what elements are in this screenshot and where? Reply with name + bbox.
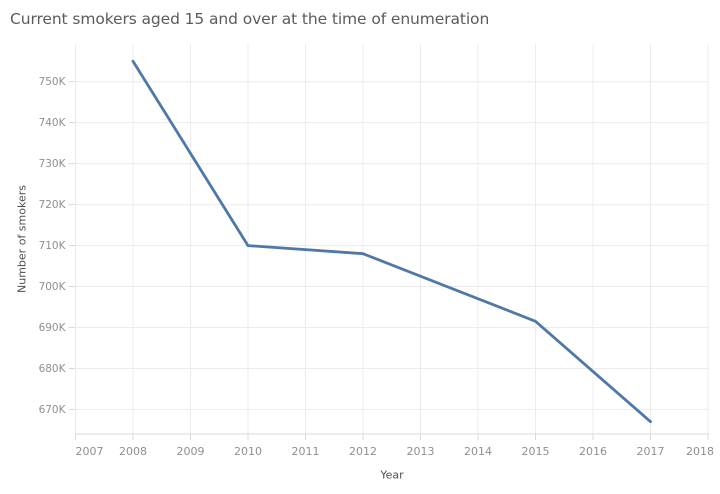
x-tick-label: 2014: [464, 445, 492, 458]
data-line: [131, 59, 652, 424]
y-tick-label: 720K: [39, 199, 67, 211]
x-tick-label: 2013: [407, 445, 435, 458]
y-tick-label: 710K: [39, 240, 67, 252]
y-tick-label: 740K: [39, 117, 67, 129]
y-tick-label: 680K: [39, 363, 67, 375]
y-tick-label: 730K: [39, 158, 67, 170]
y-axis-title: Number of smokers: [15, 185, 29, 293]
x-tick-label: 2015: [522, 445, 550, 458]
x-tick-label: 2017: [637, 445, 665, 458]
y-tick-label: 750K: [39, 76, 67, 88]
x-tick-label: 2016: [579, 445, 607, 458]
y-tick-label: 690K: [39, 322, 67, 334]
y-tick-label: 670K: [39, 404, 67, 416]
x-tick-label: 2012: [349, 445, 377, 458]
chart-title: Current smokers aged 15 and over at the …: [10, 10, 490, 28]
x-tick-label: 2011: [292, 445, 320, 458]
x-tick-label: 2007: [76, 445, 104, 458]
x-tick-label: 2008: [119, 445, 147, 458]
x-axis-title: Year: [380, 468, 404, 482]
y-tick-label: 700K: [39, 281, 67, 293]
x-tick-label: 2018: [686, 445, 714, 458]
x-tick-label: 2010: [234, 445, 262, 458]
x-tick-label: 2009: [177, 445, 205, 458]
